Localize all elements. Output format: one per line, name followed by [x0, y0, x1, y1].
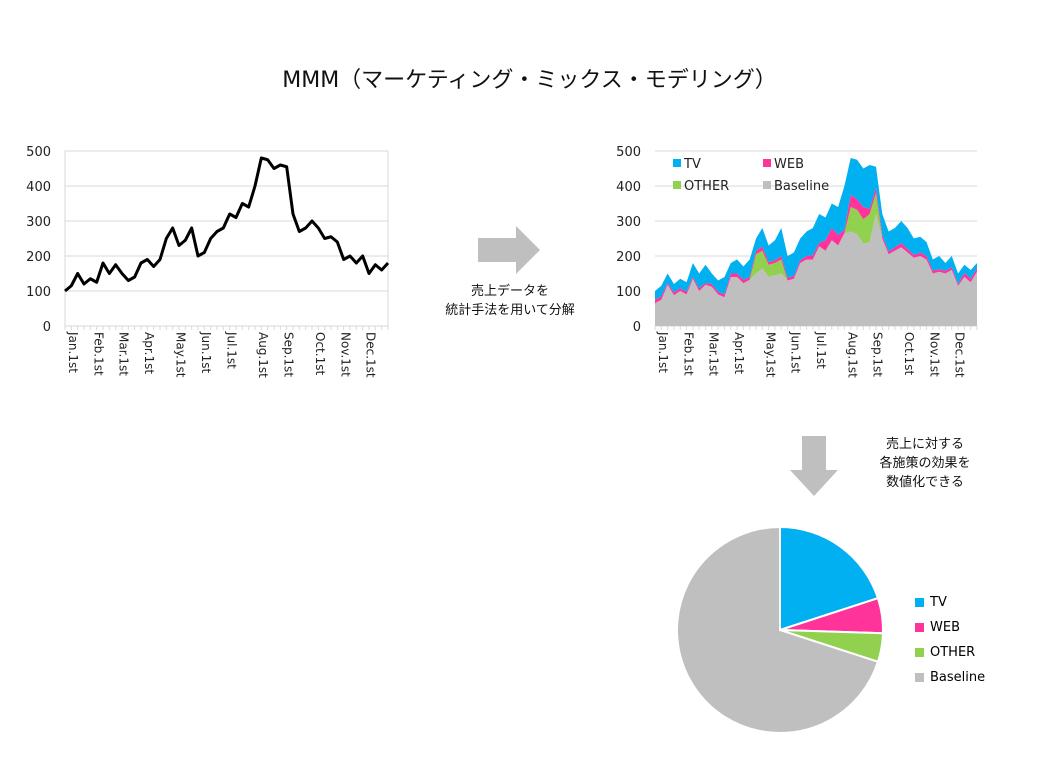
legend-swatch — [673, 159, 681, 167]
x-tick-label: Jun.1st — [789, 331, 803, 373]
y-tick-label: 500 — [26, 145, 51, 160]
x-tick-label: Mar.1st — [117, 332, 131, 376]
x-tick-label: Dec.1st — [364, 332, 378, 378]
x-tick-label: Oct.1st — [313, 332, 327, 375]
x-tick-label: Apr.1st — [732, 332, 746, 374]
x-tick-label: Jan.1st — [656, 331, 670, 373]
note-line: 売上に対する — [885, 437, 964, 452]
legend-item-baseline: Baseline — [915, 665, 985, 690]
area-baseline — [655, 214, 977, 326]
sales-line-chart: 0 100 200 300 400 500 Jan.1st Feb.1st Mar.1st Apr… — [26, 145, 390, 378]
note-line: 各施策の効果を — [879, 456, 971, 471]
legend-label: WEB — [930, 620, 960, 635]
x-tick-label: Jan.1st — [66, 331, 80, 373]
legend-item-tv: TV — [915, 590, 985, 615]
page-title: MMM（マーケティング・ミックス・モデリング） — [282, 68, 777, 93]
legend-label: TV — [930, 595, 947, 610]
x-tick-label: Nov.1st — [338, 332, 352, 377]
y-tick-label: 100 — [616, 285, 641, 300]
note-line: 数値化できる — [886, 475, 964, 490]
x-tick-label: Mar.1st — [707, 332, 721, 376]
y-tick-label: 400 — [26, 180, 51, 195]
x-tick-label: Apr.1st — [142, 332, 156, 374]
legend-label: Baseline — [774, 179, 829, 194]
decomposed-area-chart: 0 100 200 300 400 500 Jan.1st Feb.1st Mar.1st Apr… — [616, 145, 978, 378]
y-tick-label: 500 — [616, 145, 641, 160]
x-tick-label: Nov.1st — [927, 332, 941, 377]
legend-label: OTHER — [930, 645, 976, 660]
effect-pie-chart — [676, 525, 884, 734]
legend-swatch — [915, 623, 924, 632]
down-arrow-icon — [790, 436, 838, 496]
x-tick-label: Dec.1st — [953, 332, 967, 378]
x-tick-label: Feb.1st — [681, 332, 695, 376]
area-tv — [655, 158, 977, 300]
note-line: 統計手法を用いて分解 — [445, 303, 575, 318]
x-tick-label: May.1st — [174, 332, 188, 378]
legend-label: TV — [683, 157, 701, 172]
x-tick-label: Sep.1st — [871, 332, 885, 377]
x-tick-label: Sep.1st — [281, 332, 295, 377]
plot-border — [64, 150, 389, 327]
y-tick-label: 400 — [616, 180, 641, 195]
legend-swatch — [915, 648, 924, 657]
legend-item-other: OTHER — [915, 640, 985, 665]
decompose-note: 売上データを 統計手法を用いて分解 — [420, 282, 600, 320]
area-web — [655, 187, 977, 304]
y-tick-label: 200 — [616, 250, 641, 265]
legend-swatch — [673, 181, 681, 189]
x-tick-label: Oct.1st — [902, 332, 916, 375]
y-tick-label: 300 — [616, 215, 641, 230]
x-tick-label: Jun.1st — [199, 331, 213, 373]
legend-label: OTHER — [684, 179, 729, 194]
x-tick-label: May.1st — [763, 332, 777, 378]
y-tick-label: 0 — [633, 320, 641, 335]
y-tick-label: 100 — [26, 285, 51, 300]
legend-label: Baseline — [930, 670, 986, 685]
legend-item-web: WEB — [915, 615, 985, 640]
x-tick-label: Aug.1st — [256, 332, 270, 378]
quantify-note: 売上に対する 各施策の効果を 数値化できる — [855, 435, 995, 492]
pie-slice-baseline — [676, 525, 880, 734]
pie-legend: TV WEB OTHER Baseline — [915, 590, 985, 690]
legend-swatch — [763, 181, 771, 189]
x-tick-label: Aug.1st — [845, 332, 859, 378]
right-arrow-icon — [478, 226, 540, 274]
legend-label: WEB — [774, 157, 804, 172]
x-tick-label: Jul.1st — [224, 331, 238, 369]
legend-swatch — [915, 673, 924, 682]
note-line: 売上データを — [470, 284, 549, 299]
y-tick-label: 0 — [43, 320, 51, 335]
legend-swatch — [915, 598, 924, 607]
y-tick-label: 300 — [26, 215, 51, 230]
y-tick-label: 200 — [26, 250, 51, 265]
sales-line — [64, 156, 390, 293]
x-tick-label: Feb.1st — [91, 332, 105, 376]
x-tick-label: Jul.1st — [814, 331, 828, 369]
pie-slice-tv — [779, 525, 880, 632]
legend-swatch — [763, 159, 771, 167]
